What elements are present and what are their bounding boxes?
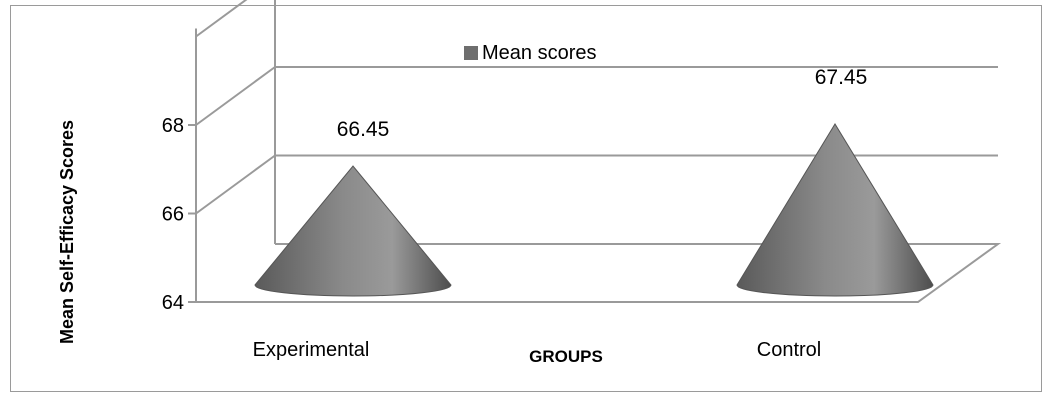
y-tick-label: 64 [162,292,184,314]
x-axis-title: GROUPS [529,347,603,366]
gridline-side [195,0,248,38]
data-label: 67.45 [815,66,868,89]
y-tick-label: 68 [162,115,184,137]
cone-experimental [254,165,452,297]
legend: Mean scores [464,42,597,64]
data-label: 66.45 [337,118,390,141]
y-axis-title: Mean Self-Efficacy Scores [57,120,77,344]
gridlines [195,0,998,215]
x-axis-ticks: Experimental Control [253,339,822,361]
x-tick-label: Control [757,339,821,361]
floor [196,243,1002,303]
gridline-side [195,66,276,126]
data-labels: 66.45 67.45 [337,66,868,141]
chart-walls [195,0,1002,303]
gridline-side [195,154,276,215]
legend-label: Mean scores [482,42,597,64]
y-axis-ticks: 64 66 68 [162,115,196,314]
cone-series [254,123,934,297]
cone-control [736,123,934,297]
legend-swatch [464,46,478,60]
y-tick-label: 66 [162,204,184,226]
x-tick-label: Experimental [253,339,370,361]
